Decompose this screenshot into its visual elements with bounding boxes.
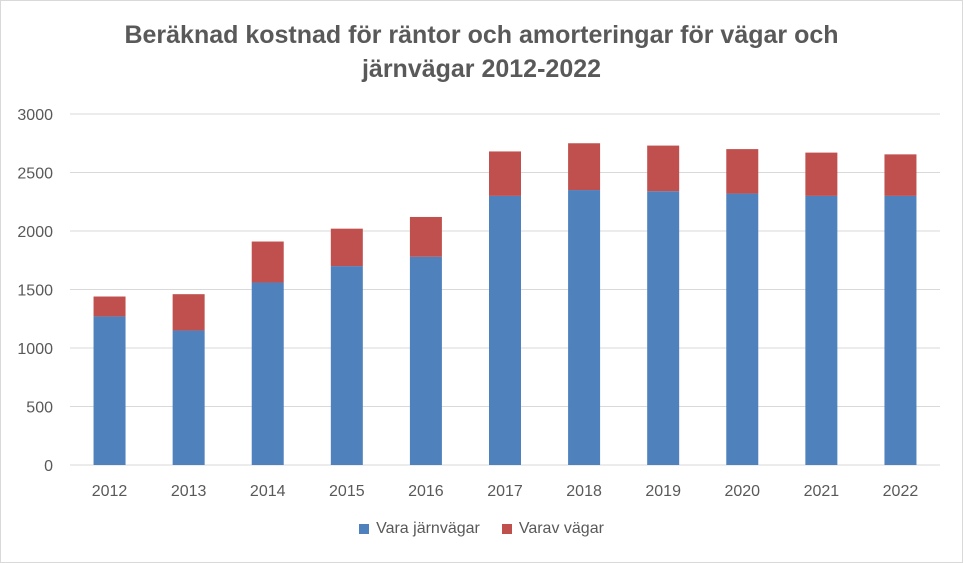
bar-series-1 [409,256,442,465]
y-tick-label: 1000 [17,341,53,358]
legend: Vara järnvägar Varav vägar [0,520,963,538]
legend-label-series-2: Varav vägar [518,520,604,537]
bar-series-1 [805,195,838,465]
bar-series-2 [884,154,917,196]
bar-series-2 [726,149,759,194]
bar-series-2 [489,151,521,196]
x-tick-label: 2015 [329,483,365,500]
y-tick-label: 500 [26,400,53,417]
bar-series-2 [409,216,442,257]
x-tick-label: 2021 [804,483,840,500]
bar-series-1 [884,195,917,465]
legend-label-series-1: Vara järnvägar [376,520,480,537]
bar-series-2 [805,152,838,196]
bar-series-1 [172,330,205,465]
bar-series-1 [647,191,680,465]
bar-series-2 [568,143,601,191]
y-tick-label: 0 [44,458,53,475]
legend-item-series-1: Vara järnvägar [359,520,480,538]
bar-series-2 [647,145,680,192]
y-tick-label: 2000 [17,224,53,241]
chart-title: Beräknad kostnad för räntor och amorteri… [0,18,963,86]
x-tick-label: 2012 [92,483,128,500]
bar-series-1 [251,282,284,465]
x-tick-label: 2016 [408,483,444,500]
x-tick-label: 2014 [250,483,286,500]
bar-series-1 [568,190,601,466]
x-tick-label: 2020 [724,483,760,500]
bar-series-2 [330,228,363,267]
x-axis-ticks: 2012 2013 2014 2015 2016 2017 2018 2019 2020 2021… [92,483,919,500]
bar-series-2 [93,296,126,317]
bar-series-1 [726,193,759,465]
y-tick-label: 1500 [17,283,53,300]
x-tick-label: 2022 [883,483,919,500]
legend-swatch-series-1 [359,524,370,534]
x-tick-label: 2013 [171,483,207,500]
bar-series-2 [251,241,284,283]
bar-series-1 [93,316,126,465]
chart-title-line-2: järnvägar 2012-2022 [361,55,602,83]
legend-swatch-series-2 [501,524,512,534]
bar-series-2 [172,294,205,331]
bar-series-1 [489,195,521,465]
chart-title-line-1: Beräknad kostnad för räntor och amorteri… [124,21,839,49]
y-tick-label: 2500 [17,166,53,183]
x-tick-label: 2017 [487,483,523,500]
legend-item-series-2: Varav vägar [501,520,604,538]
bars [93,143,917,466]
x-tick-label: 2018 [566,483,602,500]
x-tick-label: 2019 [645,483,681,500]
bar-series-1 [330,266,363,465]
y-axis-ticks: 0 500 1000 1500 2000 2500 3000 [17,107,53,475]
y-tick-label: 3000 [17,107,53,124]
